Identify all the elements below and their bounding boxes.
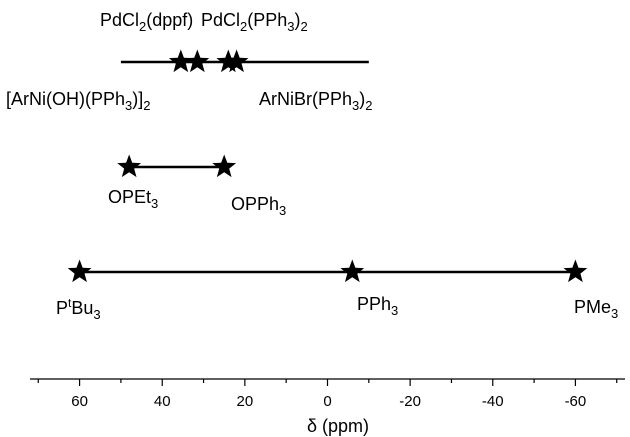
label-pme3: PMe3	[574, 297, 618, 321]
label-opet3: OPEt3	[108, 187, 158, 211]
row-2-star-1	[117, 154, 142, 178]
label-arni-oh-pph3: [ArNi(OH)(PPh3)]2	[6, 89, 150, 113]
x-axis: 60 40 20 0 -20 -40 -60	[30, 378, 625, 410]
x-tick-label: 40	[154, 393, 171, 410]
label-layer: PdCl2(dppf) PdCl2(PPh3)2 [ArNi(OH)(PPh3)…	[6, 10, 618, 322]
series-layer	[67, 49, 588, 283]
label-opph3: OPPh3	[231, 194, 286, 218]
x-tick-label: -40	[482, 393, 504, 410]
row-2-star-2	[212, 154, 237, 178]
x-tick-label: 60	[71, 393, 88, 410]
row-1-star-1	[168, 49, 193, 73]
x-tick-label: -20	[399, 393, 421, 410]
x-tick-label: 0	[323, 393, 331, 410]
label-pph3: PPh3	[357, 294, 398, 318]
x-axis-title: δ (ppm)	[307, 416, 369, 436]
row-3-star-2	[340, 259, 365, 283]
label-pdcl2-dppf: PdCl2(dppf)	[100, 10, 193, 34]
label-ptbu3: PtBu3	[56, 296, 101, 322]
row-1-star-4	[224, 49, 249, 73]
row-3-star-3	[563, 259, 588, 283]
x-tick-label: 20	[237, 393, 254, 410]
row-1-star-3	[185, 49, 210, 73]
label-arnibr-pph3-2: ArNiBr(PPh3)2	[259, 89, 372, 113]
label-pdcl2-pph3-2: PdCl2(PPh3)2	[201, 10, 308, 34]
row-3-star-1	[67, 259, 92, 283]
x-tick-label: -60	[565, 393, 587, 410]
